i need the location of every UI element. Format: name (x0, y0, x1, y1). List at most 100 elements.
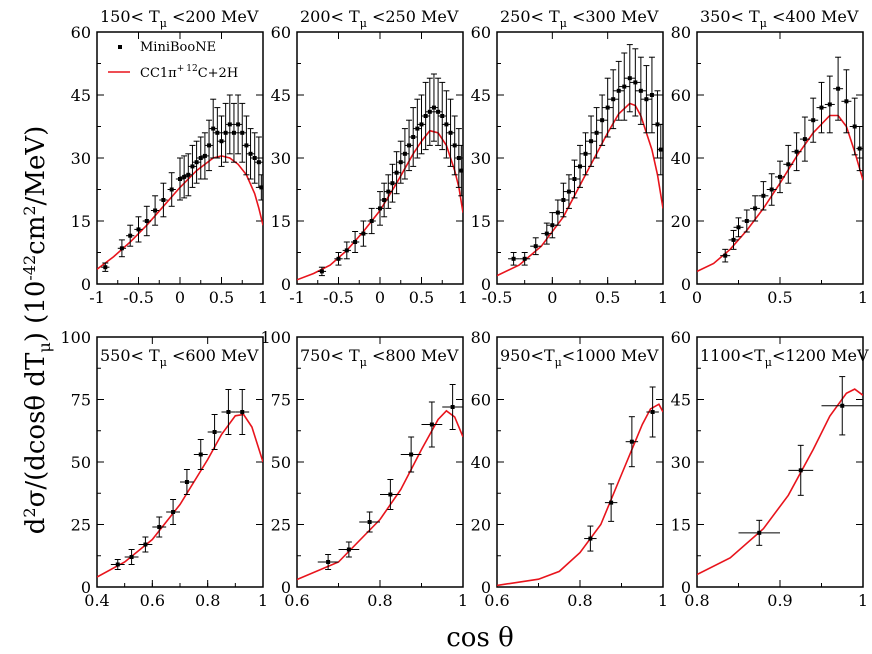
legend-data-label: MiniBooNE (140, 40, 216, 55)
panel-title-pre: 200< T (300, 7, 360, 26)
data-point (238, 102, 247, 163)
data-marker (215, 130, 220, 135)
data-marker (211, 126, 216, 131)
data-marker (394, 170, 399, 175)
data-marker (522, 256, 527, 261)
data-marker (231, 130, 236, 135)
data-point (775, 160, 785, 194)
data-marker (561, 198, 566, 202)
panel-frame (496, 336, 664, 588)
data-point (359, 220, 368, 247)
data-marker (346, 547, 351, 552)
x-tick-label: 0.8 (567, 591, 592, 610)
panel-title-sub: μ (360, 356, 367, 369)
panel-title: 950<Tμ<1000 MeV (500, 346, 659, 369)
panel-frame (96, 336, 264, 588)
data-marker (388, 492, 393, 497)
y-tick-label: 80 (471, 328, 491, 347)
model-curve (497, 403, 663, 587)
data-point (640, 65, 652, 134)
data-marker (226, 410, 231, 414)
data-marker (658, 147, 663, 152)
panel-frame (296, 336, 464, 588)
x-tick-label: 0 (547, 288, 557, 307)
data-marker (511, 256, 516, 261)
y-tick-label: 15 (671, 516, 691, 535)
panel-title-sub: μ (555, 356, 562, 369)
data-point (738, 519, 780, 546)
panel-title-post: <1200 MeV (772, 346, 869, 365)
panel-title-pre: 150< T (100, 7, 160, 26)
data-marker (611, 97, 616, 102)
data-marker (589, 139, 594, 144)
data-point (646, 56, 658, 134)
data-point (618, 52, 630, 121)
data-point (446, 98, 455, 167)
x-tick-label: 0.8 (195, 591, 220, 610)
y-tick-label: 0 (81, 578, 91, 597)
data-marker (769, 187, 774, 192)
data-marker (655, 122, 660, 127)
panel-title-sub: μ (160, 356, 167, 369)
x-tick-label: -0.5 (482, 288, 513, 307)
data-point (192, 140, 201, 184)
data-marker (182, 174, 187, 179)
data-marker (622, 84, 627, 89)
data-marker (244, 143, 249, 148)
data-marker (423, 114, 428, 118)
y-tick-label: 25 (271, 516, 291, 535)
y-tick-label: 60 (671, 86, 691, 105)
data-marker (544, 231, 549, 236)
y-tick-label: 15 (471, 212, 491, 231)
data-point (720, 248, 731, 263)
x-tick-label: 0 (692, 288, 702, 307)
data-point (799, 116, 810, 162)
panel-title-pre: 350< T (700, 7, 760, 26)
data-point (856, 126, 863, 172)
data-point (841, 69, 852, 134)
data-point (233, 94, 243, 155)
legend-model-b: C+2H (198, 66, 238, 81)
data-point (404, 119, 414, 172)
y-tick-label: 0 (281, 578, 291, 597)
panel-title-pre: 750< T (300, 346, 360, 365)
data-marker (616, 88, 621, 93)
data-marker (840, 403, 845, 408)
data-point (635, 56, 647, 125)
data-marker (361, 231, 366, 236)
x-tick-label: 0.5 (209, 288, 234, 307)
y-tick-label: 0 (481, 275, 491, 294)
panel-title-pre: 1100<T (700, 346, 765, 365)
data-marker (128, 233, 133, 238)
data-point (124, 549, 139, 565)
data-point (442, 90, 451, 159)
data-point (159, 182, 168, 218)
data-point (552, 199, 564, 226)
x-tick-label: 1 (858, 288, 868, 307)
data-marker (761, 193, 766, 198)
y-tick-label: 45 (71, 86, 91, 105)
data-marker (452, 143, 457, 148)
data-marker (572, 177, 577, 181)
data-point (317, 266, 327, 277)
data-marker (212, 430, 217, 434)
x-tick-label: -0.5 (123, 288, 154, 307)
x-tick-label: 1 (258, 288, 268, 307)
panel-title: 150< Tμ <200 MeV (100, 7, 259, 30)
data-point (458, 144, 463, 197)
data-point (152, 516, 167, 538)
data-point (433, 77, 443, 146)
data-marker (398, 160, 403, 165)
data-point (384, 174, 393, 209)
panel-1: -1 -0.5 0 0.5 1 0 15 30 45 60 150< Tμ <200 MeV Mini… (71, 7, 268, 307)
data-marker (402, 151, 407, 156)
data-marker (605, 105, 610, 110)
data-marker (444, 122, 449, 127)
data-point (258, 174, 263, 201)
data-marker (119, 246, 124, 251)
data-point (375, 191, 385, 226)
data-marker (259, 185, 263, 190)
data-marker (184, 480, 189, 484)
data-marker (431, 105, 436, 110)
